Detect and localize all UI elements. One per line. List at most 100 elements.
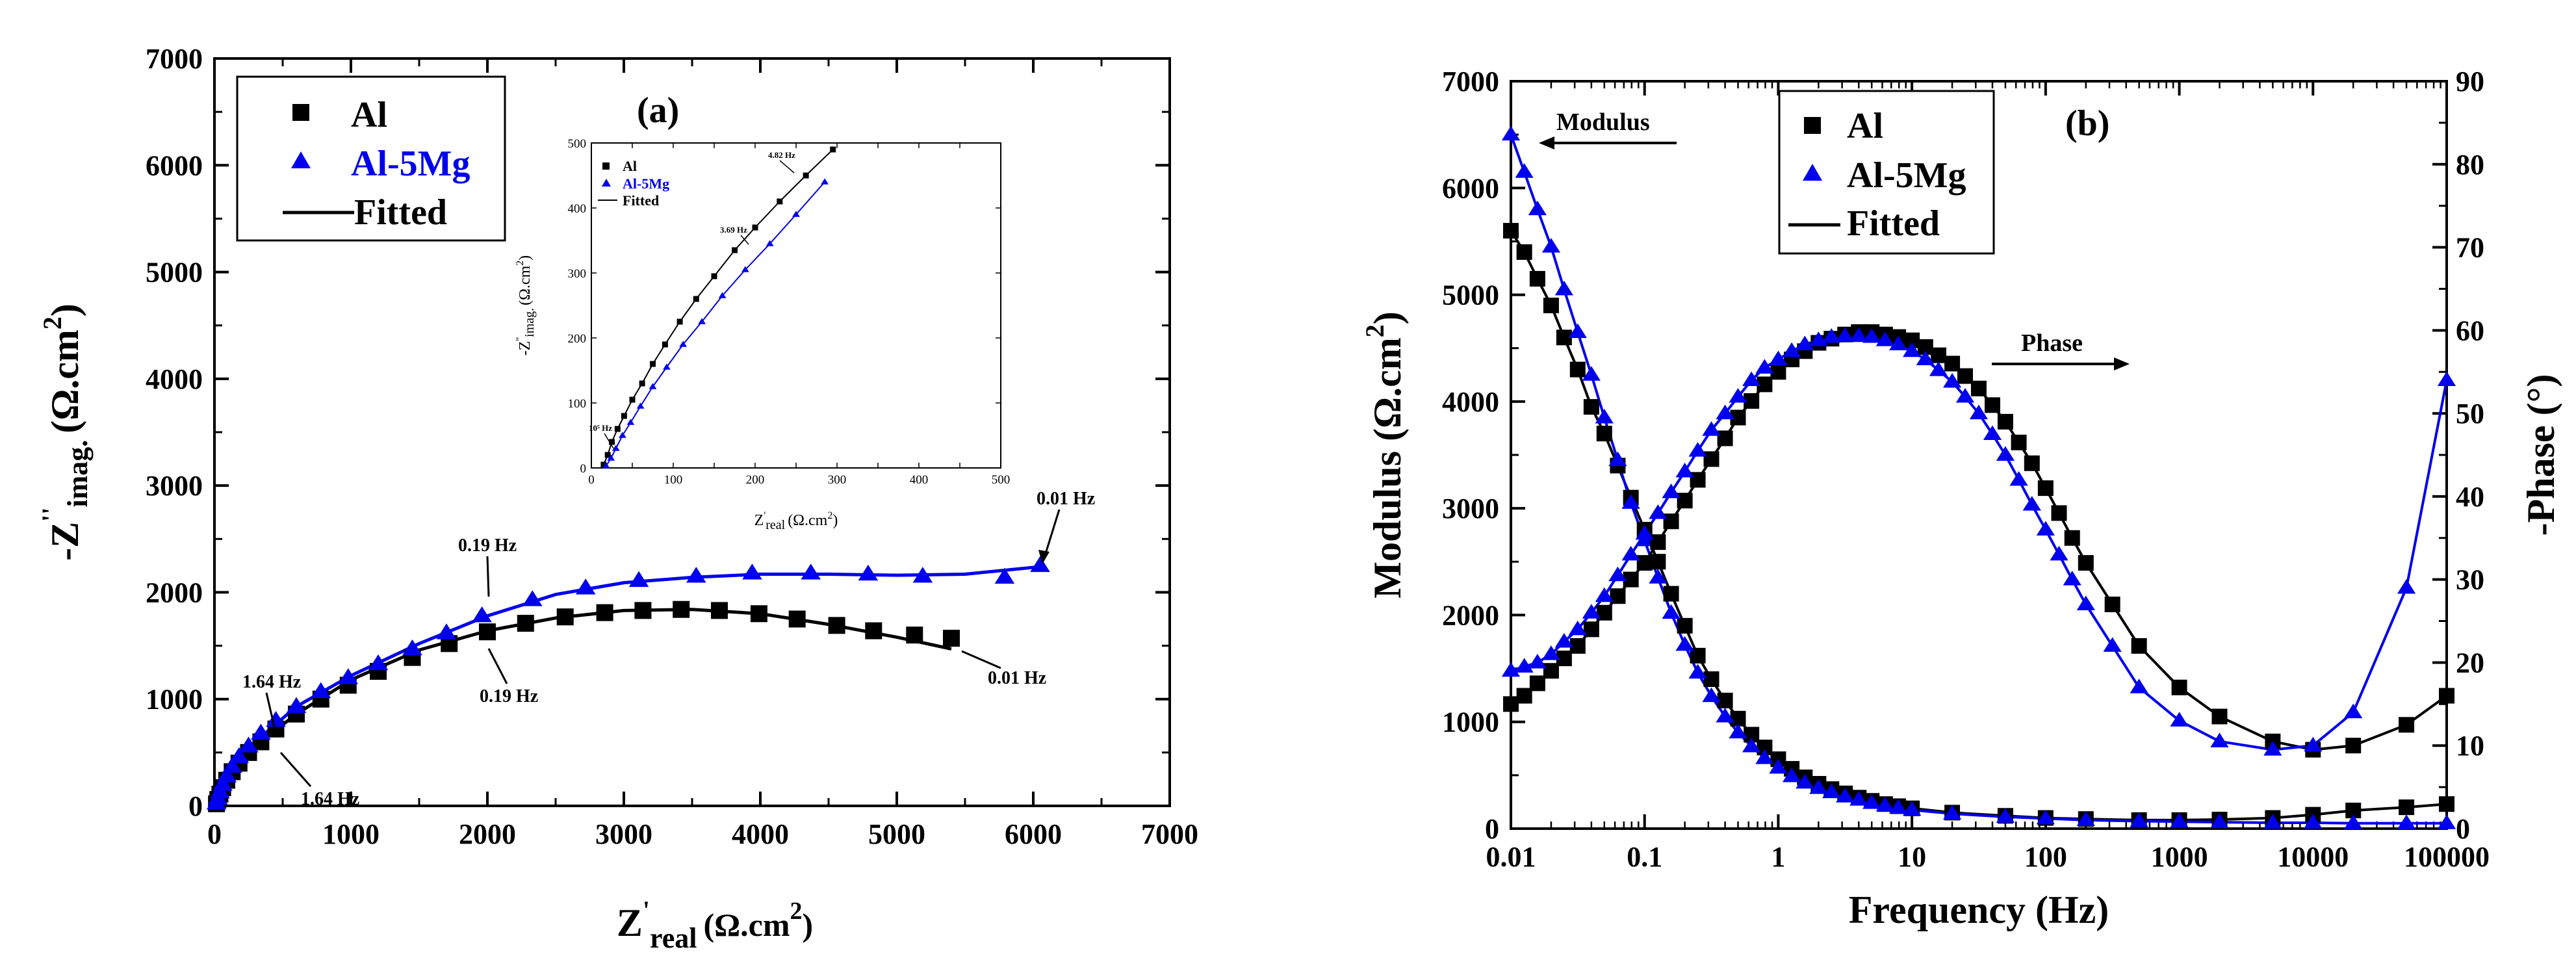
annotation-arrowhead-mg-0.01hz: [1038, 550, 1050, 564]
inset-data-point-al: [609, 439, 615, 445]
x-tick-label-b: 1: [1771, 841, 1785, 873]
data-point-phase-al: [1957, 368, 1974, 384]
data-point-modulus-al-5mg: [2170, 812, 2189, 828]
inset-legend-label-al-5mg: Al-5Mg: [623, 175, 669, 192]
data-point-phase-al: [2024, 455, 2040, 471]
inset-data-point-al: [676, 318, 683, 325]
data-point-phase-al: [2439, 688, 2454, 704]
data-point-al-5mg: [742, 563, 762, 580]
data-point-al-5mg: [801, 563, 821, 580]
inset-data-point-al: [711, 273, 717, 279]
legend-b-label-al-5mg: Al-5Mg: [1847, 155, 1966, 196]
data-point-al-5mg: [575, 578, 596, 595]
data-point-phase-al-5mg: [1862, 328, 1881, 343]
data-point-phase-al-5mg: [1716, 404, 1734, 420]
inset-data-point-al-5mg: [741, 266, 749, 272]
data-point-phase-al-5mg: [2344, 703, 2363, 719]
data-point-modulus-al-5mg: [1649, 569, 1668, 584]
data-point-phase-al: [2078, 555, 2094, 571]
data-point-modulus-al-5mg: [1662, 604, 1681, 619]
inset-annotation-3.69hz: 3.69 Hz: [720, 225, 747, 235]
data-point-modulus-al-5mg: [1888, 799, 1908, 814]
inset-data-point-al-5mg: [821, 178, 829, 185]
panel-b-series: [1501, 125, 2456, 829]
data-point-modulus-al-5mg: [1942, 805, 1962, 820]
x-tick-label-b: 100: [2024, 841, 2067, 873]
annotation-al-0.19hz: 0.19 Hz: [480, 686, 538, 706]
data-point-phase-al-5mg: [1769, 350, 1788, 366]
inset-data-point-al: [639, 380, 645, 387]
data-point-modulus-al-5mg: [2304, 814, 2323, 829]
data-point-modulus-al: [1543, 298, 1559, 313]
data-point-modulus-al: [1650, 554, 1666, 570]
y-tick-label-b: 2000: [1442, 599, 1499, 631]
data-point-modulus-al: [1703, 671, 1719, 687]
inset-y-axis-label: -Z''imag.(Ω.cm2): [515, 255, 537, 356]
y-tick-label-a: 5000: [146, 257, 203, 289]
annotation-arrowhead-phase: [2114, 357, 2130, 370]
y-tick-label-a: 2000: [146, 576, 203, 608]
x-tick-label-b: 0.01: [1486, 841, 1536, 873]
inset-data-point-al: [614, 426, 621, 432]
inset-x-tick-label: 0: [588, 473, 595, 487]
data-point-modulus-al-5mg: [1755, 749, 1774, 764]
inset-x-axis-label: Z'real (Ω.cm2): [754, 510, 838, 532]
data-point-modulus-al-5mg: [2036, 809, 2055, 825]
annotation-arrow-al-0.19hz: [487, 648, 508, 684]
data-point-al: [943, 630, 960, 647]
data-point-phase-al-5mg: [1942, 373, 1962, 388]
data-point-phase-al: [2399, 717, 2415, 733]
data-point-phase-al: [2051, 505, 2067, 521]
inset-data-point-al-5mg: [636, 402, 645, 409]
panel-b-label: (b): [2065, 103, 2109, 144]
data-point-phase-al-5mg: [2022, 496, 2041, 511]
panel-a-label: (a): [637, 90, 679, 131]
inset-data-point-al: [604, 452, 611, 458]
data-point-phase-al: [1503, 696, 1519, 712]
data-point-modulus-al-5mg: [1541, 238, 1561, 253]
data-point-modulus-al-5mg: [1729, 723, 1747, 739]
data-point-modulus-al-5mg: [1688, 664, 1707, 679]
annotation-arrow-mg-0.19hz: [486, 556, 490, 597]
data-point-phase-al: [1904, 332, 1920, 348]
data-point-modulus-al: [1529, 270, 1545, 287]
inset-data-point-al-5mg: [618, 432, 626, 438]
annotation-arrow-al-1.64hz: [279, 752, 312, 787]
data-point-phase-al-5mg: [1528, 653, 1547, 669]
data-point-phase-al-5mg: [2103, 637, 2122, 652]
data-point-phase-al: [2171, 679, 2187, 695]
data-point-modulus-al: [1516, 244, 1532, 260]
data-point-modulus-al: [1663, 586, 1679, 602]
data-point-phase-al-5mg: [1755, 359, 1774, 374]
y2-tick-label-b: 60: [2456, 315, 2484, 346]
annotation-arrow-mg-1.64hz: [265, 692, 276, 727]
inset-data-point-al: [777, 198, 783, 205]
x-tick-label-a: 5000: [868, 818, 925, 850]
data-point-al-5mg: [311, 682, 331, 698]
data-point-phase-al: [1717, 430, 1733, 446]
panel-a-y-axis-label: -Z''imag.(Ω.cm2): [36, 304, 94, 561]
y-tick-label-b: 3000: [1442, 493, 1499, 524]
annotation-mg-1.64hz: 1.64 Hz: [242, 672, 301, 692]
y-tick-label-b: 5000: [1442, 279, 1499, 311]
x-tick-label-a: 0: [207, 818, 222, 850]
x-tick-label-a: 6000: [1005, 818, 1062, 850]
data-point-phase-al: [1931, 347, 1947, 363]
data-point-phase-al-5mg: [1875, 331, 1894, 346]
annotation-mg-0.01hz: 0.01 Hz: [1037, 489, 1095, 509]
panel-b-y2-axis-label: -Phase (°): [2519, 374, 2562, 536]
y-tick-label-b: 6000: [1442, 172, 1499, 204]
data-point-al-5mg: [436, 623, 457, 640]
data-point-phase-al-5mg: [1903, 342, 1922, 357]
inset-annotation-arrow-3.69hz: [740, 235, 749, 245]
inset-ticks: 0 100 200 300 400 500 0 100 200 300 400 500: [568, 137, 1011, 487]
data-point-modulus-al-5mg: [1809, 779, 1828, 794]
data-point-phase-al: [1636, 555, 1653, 571]
x-tick-label-b: 10000: [2277, 841, 2349, 873]
panel-b-ticks: 0.01 0.1 1 10 100 1000 10000 100000010002000300…: [1442, 66, 2490, 873]
y2-tick-label-b: 70: [2456, 232, 2484, 264]
inset-legend: Al Al-5Mg Fitted: [598, 158, 669, 209]
inset-legend-marker-al-5mg: [602, 179, 611, 187]
inset-data-point-al: [662, 341, 668, 348]
